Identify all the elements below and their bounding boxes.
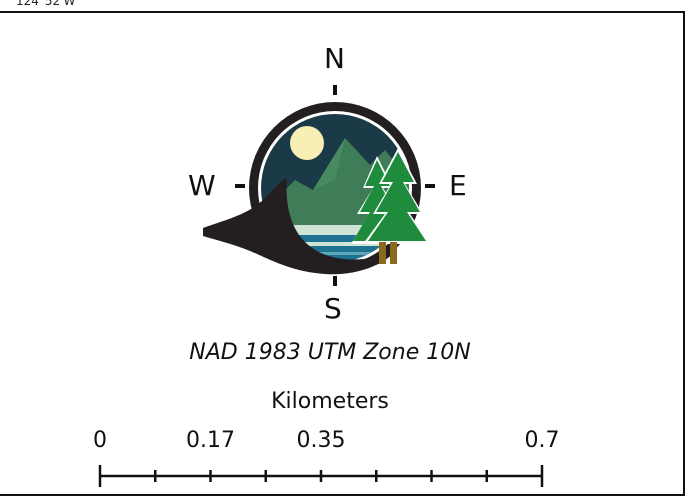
- longitude-label: 124°52'W: [16, 0, 76, 8]
- scale-bar: [98, 465, 544, 487]
- projection-label: NAD 1983 UTM Zone 10N: [189, 340, 471, 365]
- north-tick: [333, 85, 337, 95]
- scale-bar-tick-label: 0: [93, 428, 107, 453]
- moon: [290, 126, 324, 160]
- south-tick: [333, 276, 337, 286]
- pine-trees: [351, 148, 430, 244]
- compass-landscape-icon: [203, 85, 435, 286]
- west-tick: [235, 184, 245, 188]
- whale-tail: [203, 178, 395, 275]
- south-label: S: [324, 292, 342, 325]
- tree-trunk: [390, 242, 397, 264]
- tree-trunk: [379, 242, 386, 264]
- east-label: E: [449, 169, 467, 202]
- west-label: W: [188, 169, 216, 202]
- scale-bar-tick-label: 0.17: [186, 428, 235, 453]
- scale-units-label: Kilometers: [271, 389, 389, 414]
- east-tick: [425, 184, 435, 188]
- scale-bar-tick-label: 0.35: [296, 428, 346, 453]
- scale-bar-tick-label: 0.7: [524, 428, 560, 453]
- north-label: N: [324, 42, 345, 75]
